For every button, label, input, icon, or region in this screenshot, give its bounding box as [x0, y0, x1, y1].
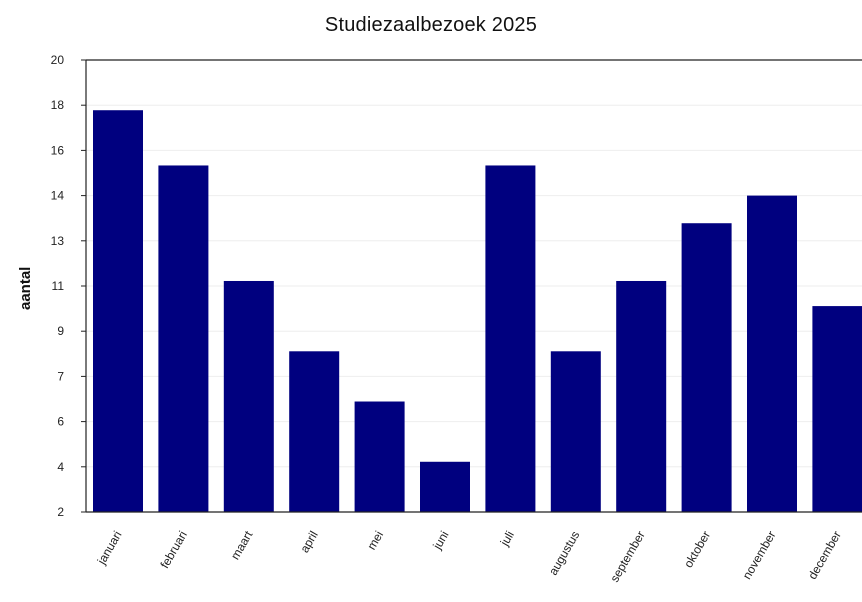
bar-mei — [354, 401, 405, 512]
y-tick-label: 20 — [51, 53, 65, 67]
x-tick-label: juli — [497, 529, 517, 550]
chart-title: Studiezaalbezoek 2025 — [324, 14, 538, 36]
x-tick-label: oktober — [681, 529, 713, 571]
bar-februari — [158, 165, 209, 512]
x-tick-label: april — [297, 529, 320, 556]
y-tick-label: 2 — [57, 505, 64, 519]
bar-april — [289, 351, 340, 512]
x-tick-label: september — [607, 529, 647, 585]
bar-juli — [485, 165, 536, 512]
y-tick-label: 9 — [57, 324, 64, 338]
x-tick-label: mei — [364, 529, 386, 553]
bar-november — [747, 195, 797, 512]
x-tick-label: februari — [158, 529, 190, 571]
bar-januari — [93, 110, 143, 512]
y-tick-label: 6 — [57, 415, 64, 429]
bar-oktober — [681, 223, 732, 512]
x-tick-label: november — [740, 529, 779, 582]
bar-december — [812, 306, 862, 512]
x-tick-label: december — [805, 529, 844, 582]
bar-augustus — [550, 351, 601, 512]
bar-september — [616, 280, 667, 512]
x-tick-label: juni — [430, 529, 452, 553]
bar-juni — [420, 461, 470, 512]
y-tick-label: 14 — [51, 189, 65, 203]
y-tick-label: 16 — [51, 143, 65, 157]
y-tick-label: 13 — [51, 234, 65, 248]
x-tick-label: januari — [94, 529, 125, 568]
y-tick-label: 18 — [51, 98, 65, 112]
y-tick-label: 7 — [57, 369, 64, 383]
y-tick-label: 11 — [52, 279, 65, 293]
bar-maart — [223, 280, 274, 512]
x-tick-label: maart — [228, 528, 256, 562]
y-tick-label: 4 — [57, 460, 64, 474]
x-tick-label: augustus — [546, 529, 582, 578]
